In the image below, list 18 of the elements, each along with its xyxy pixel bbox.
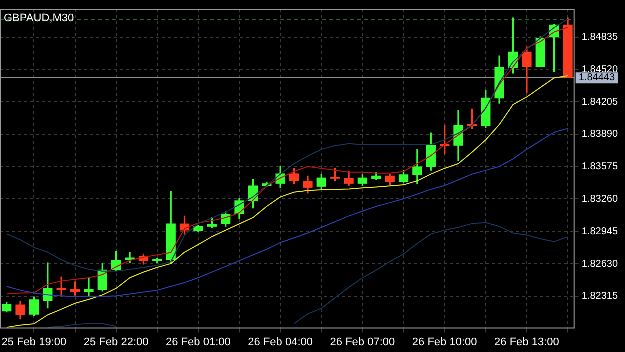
- y-tick-label: 1.83260: [582, 194, 618, 205]
- x-tick-label: 26 Feb 10:00: [412, 336, 478, 348]
- x-tick-label: 26 Feb 13:00: [494, 336, 560, 348]
- y-tick-label: 1.84835: [582, 32, 618, 44]
- y-tick-label: 1.82315: [582, 291, 618, 302]
- y-tick-label: 1.82945: [582, 226, 618, 238]
- y-tick-label: 1.83890: [582, 129, 618, 140]
- y-tick-label: 1.82630: [582, 258, 618, 270]
- ref-line-label: 1.84443: [578, 72, 616, 84]
- x-tick-label: 26 Feb 04:00: [248, 336, 314, 348]
- x-tick-label: 25 Feb 22:00: [84, 336, 149, 348]
- y-tick-label: 1.83575: [582, 162, 618, 173]
- y-tick-label: 1.84205: [582, 96, 618, 108]
- candlestick: [84, 278, 94, 298]
- x-tick-label: 25 Feb 19:00: [2, 336, 67, 348]
- chart-title: GBPAUD,M30: [4, 12, 74, 25]
- x-tick-label: 26 Feb 07:00: [330, 336, 396, 348]
- x-tick-label: 26 Feb 01:00: [166, 336, 231, 348]
